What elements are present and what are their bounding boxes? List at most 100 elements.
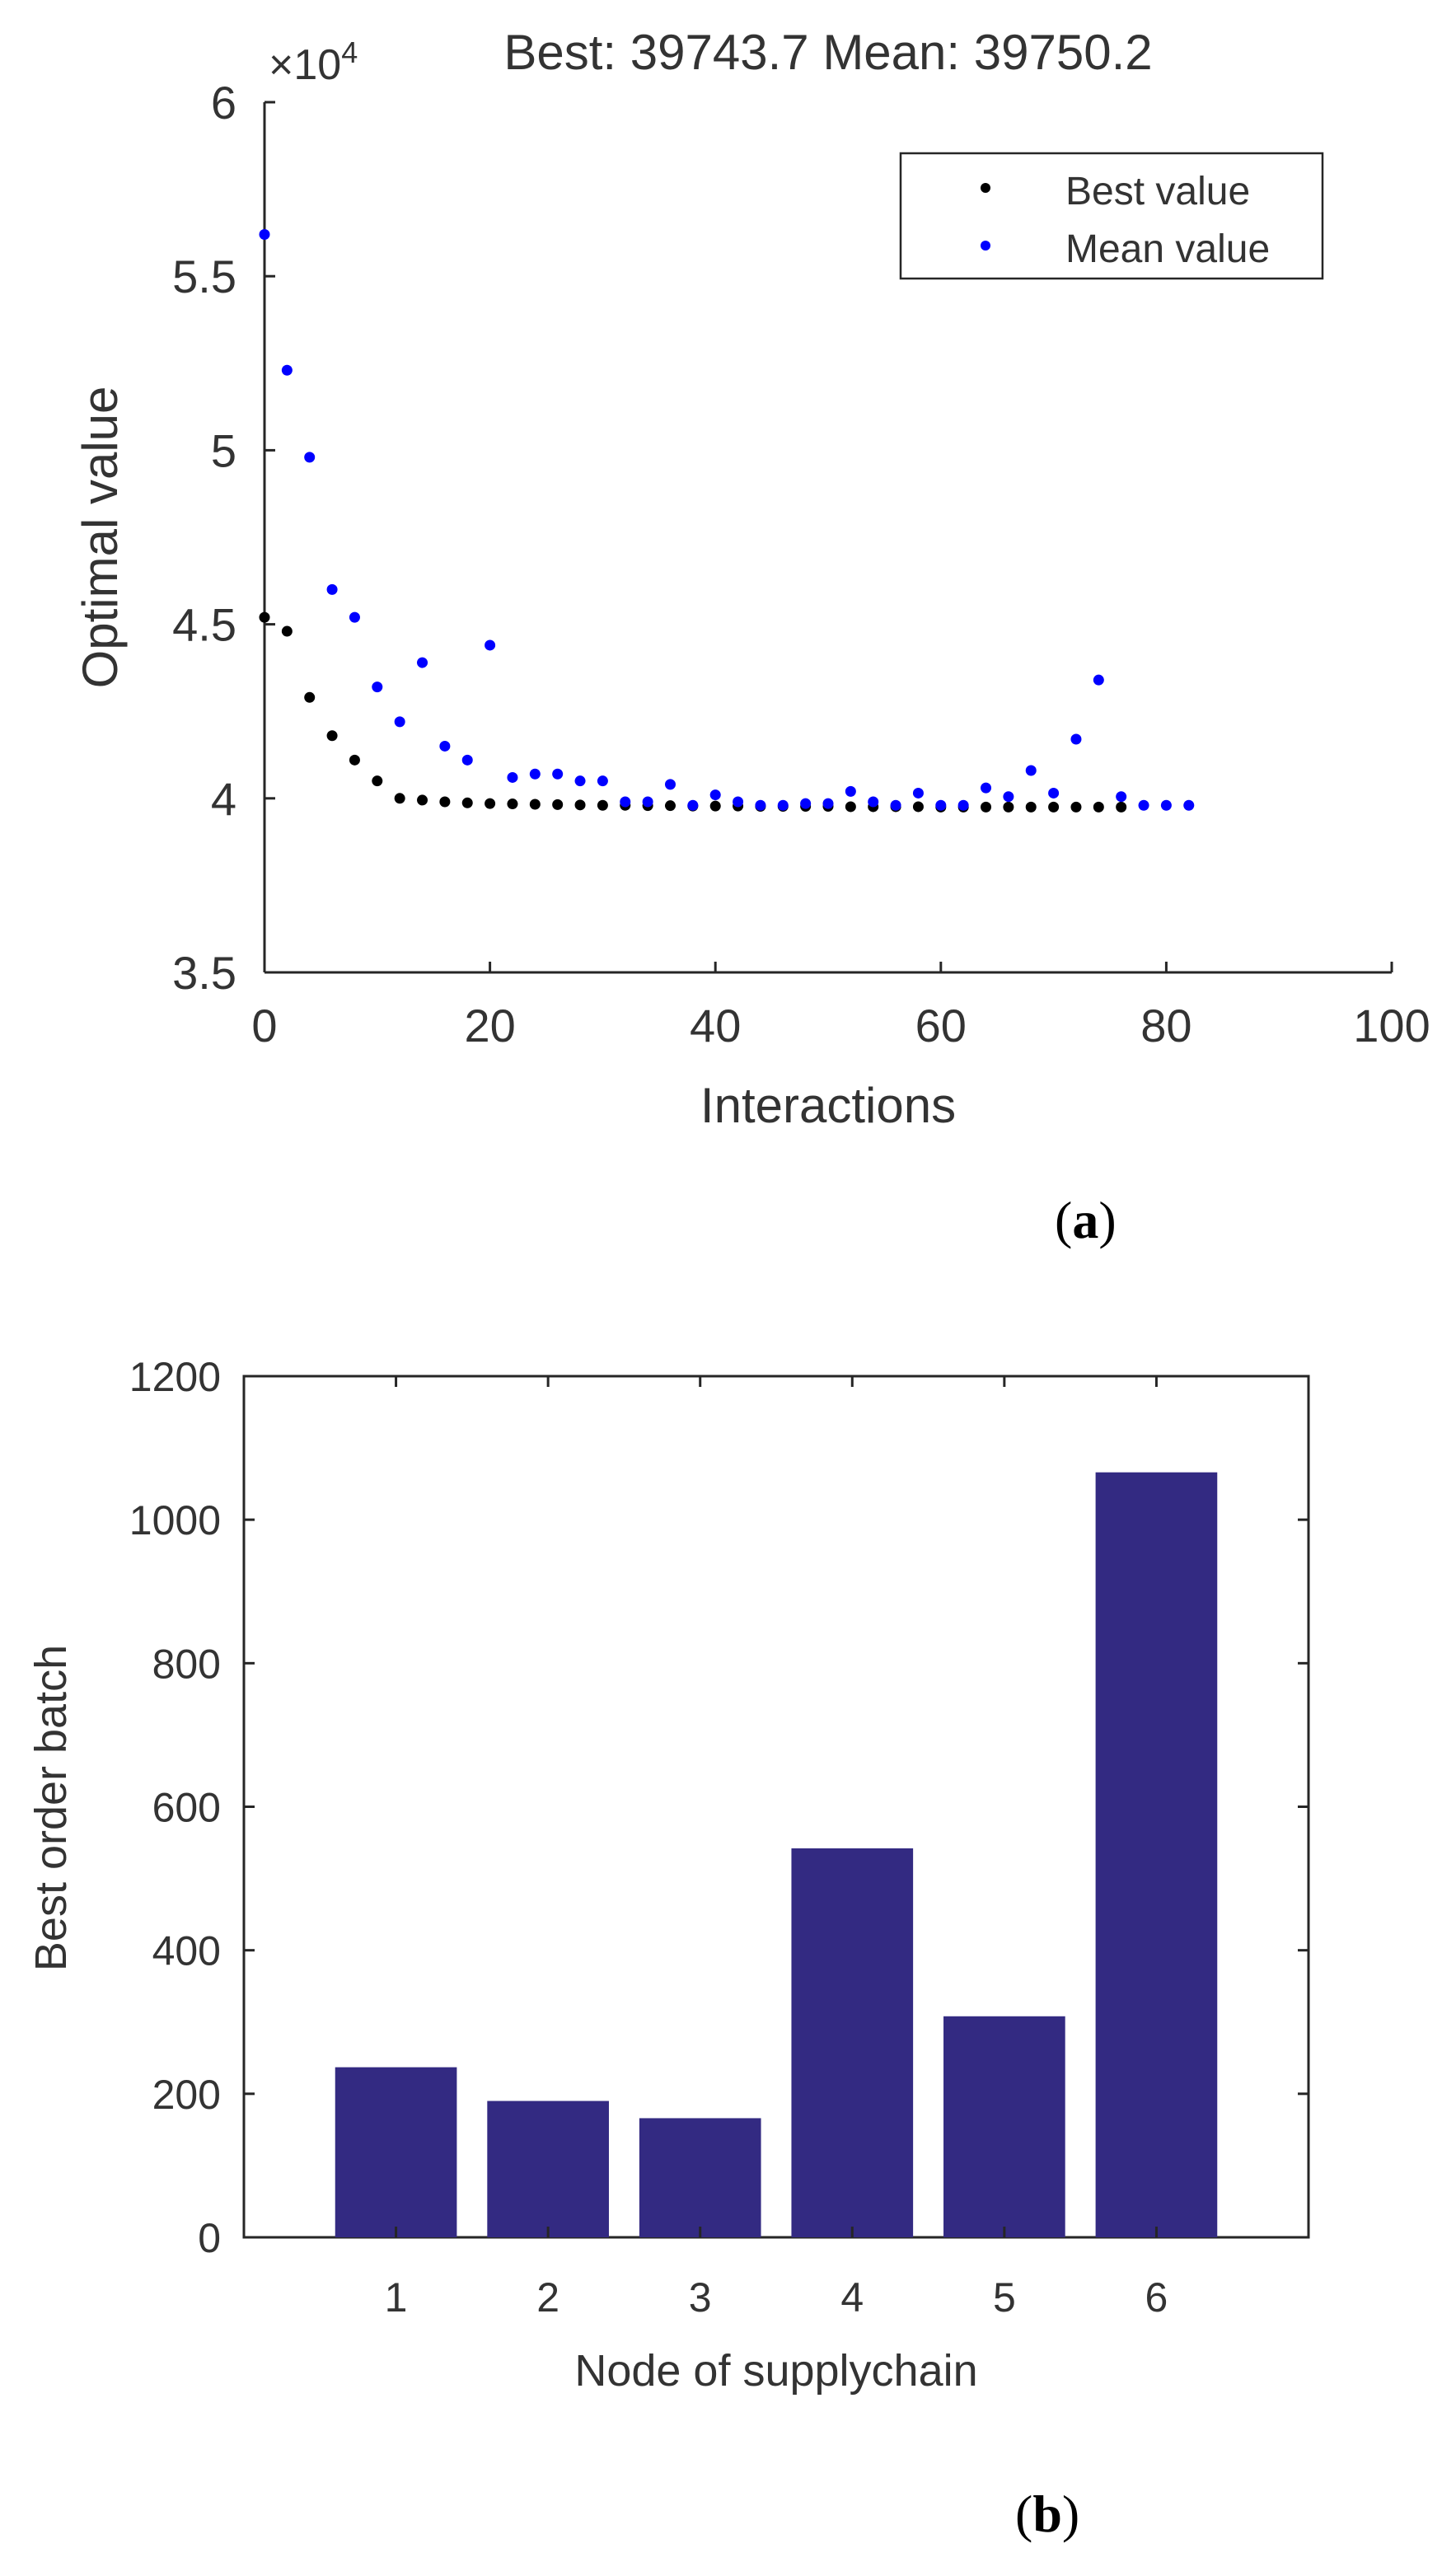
chart-a-title: Best: 39743.7 Mean: 39750.2 bbox=[503, 25, 1152, 80]
panel-label-b: (b) bbox=[1015, 2485, 1079, 2543]
series-mean-value bbox=[259, 229, 1195, 811]
legend-best-label: Best value bbox=[1065, 170, 1250, 213]
best-value-point bbox=[349, 754, 360, 766]
mean-value-point bbox=[890, 799, 901, 811]
chart-a-exponent: ×104 bbox=[269, 35, 358, 89]
bar-node-2 bbox=[487, 2101, 609, 2237]
best-value-point bbox=[664, 800, 676, 812]
x-tick-label: 4 bbox=[840, 2274, 864, 2321]
mean-value-point bbox=[620, 796, 631, 808]
y-tick-label: 3.5 bbox=[172, 947, 236, 999]
mean-value-point bbox=[687, 799, 699, 811]
mean-value-point bbox=[777, 799, 789, 811]
mean-value-point bbox=[664, 779, 676, 790]
best-value-point bbox=[1025, 801, 1037, 813]
mean-value-point bbox=[1183, 799, 1195, 811]
x-tick-label: 1 bbox=[385, 2274, 408, 2321]
legend-mean-label: Mean value bbox=[1065, 227, 1270, 271]
mean-value-point bbox=[1048, 787, 1060, 799]
best-value-point bbox=[417, 794, 428, 806]
mean-value-point bbox=[822, 798, 834, 809]
best-value-point bbox=[304, 691, 316, 703]
bar-node-5 bbox=[943, 2016, 1065, 2237]
best-value-point bbox=[529, 799, 541, 810]
mean-value-point bbox=[1070, 733, 1082, 745]
mean-value-point bbox=[755, 799, 766, 811]
mean-value-point bbox=[868, 796, 879, 808]
chart-a-legend-box bbox=[899, 152, 1324, 280]
mean-value-point bbox=[507, 771, 518, 783]
x-tick-label: 80 bbox=[1140, 1000, 1191, 1051]
mean-value-point bbox=[326, 583, 338, 595]
x-tick-label: 2 bbox=[536, 2274, 559, 2321]
x-tick-label: 100 bbox=[1353, 1000, 1430, 1051]
best-value-point bbox=[485, 798, 496, 809]
mean-value-point bbox=[1160, 799, 1172, 811]
x-tick-label: 3 bbox=[689, 2274, 712, 2321]
y-tick-label: 200 bbox=[152, 2072, 221, 2118]
mean-value-point bbox=[642, 796, 653, 808]
mean-value-point bbox=[1025, 765, 1037, 776]
chart-a-x-axis-label: Interactions bbox=[700, 1078, 956, 1133]
mean-value-point bbox=[281, 364, 293, 376]
mean-value-point bbox=[957, 799, 969, 811]
mean-value-point bbox=[935, 799, 947, 811]
mean-value-point bbox=[552, 768, 564, 780]
best-value-point bbox=[461, 797, 473, 808]
mean-value-point bbox=[439, 740, 451, 752]
chart-b-x-axis-label: Node of supplychain bbox=[574, 2346, 977, 2396]
mean-value-point bbox=[529, 768, 541, 780]
mean-value-point bbox=[597, 775, 608, 787]
best-value-point bbox=[574, 799, 586, 811]
best-value-point bbox=[281, 625, 293, 637]
bar-node-6 bbox=[1095, 1472, 1218, 2237]
x-tick-label: 60 bbox=[915, 1000, 967, 1051]
y-tick-label: 1200 bbox=[129, 1354, 221, 1400]
y-tick-label: 4 bbox=[211, 773, 236, 825]
mean-value-point bbox=[259, 229, 270, 241]
best-value-point bbox=[981, 801, 992, 813]
bar-node-4 bbox=[791, 1848, 914, 2237]
x-tick-label: 5 bbox=[993, 2274, 1016, 2321]
mean-value-point bbox=[1138, 799, 1149, 811]
y-tick-label: 4.5 bbox=[172, 599, 236, 651]
chart-a-optimal-value: 0 20 40 60 80 100 3.5 4 4.5 5 5.5 6 ×104 Best: 397… bbox=[73, 25, 1430, 1249]
mean-value-point bbox=[349, 611, 360, 623]
y-tick-label: 1000 bbox=[129, 1497, 221, 1543]
x-tick-label: 40 bbox=[690, 1000, 741, 1051]
mean-value-point bbox=[912, 787, 924, 799]
best-value-point bbox=[259, 611, 270, 623]
mean-value-point bbox=[417, 657, 428, 668]
x-tick-label: 6 bbox=[1145, 2274, 1168, 2321]
chart-a-legend: Best value Mean value bbox=[899, 152, 1324, 280]
bar-node-1 bbox=[335, 2067, 457, 2237]
mean-value-point bbox=[372, 681, 383, 693]
x-tick-label: 0 bbox=[251, 1000, 277, 1051]
best-value-point bbox=[1116, 801, 1127, 813]
y-tick-label: 400 bbox=[152, 1928, 221, 1974]
mean-value-point bbox=[709, 789, 721, 801]
best-value-point bbox=[597, 799, 608, 811]
y-tick-label: 5 bbox=[211, 424, 236, 476]
best-value-point bbox=[394, 793, 405, 804]
series-best-value bbox=[259, 611, 1127, 813]
mean-value-point bbox=[1093, 674, 1104, 686]
y-tick-label: 5.5 bbox=[172, 251, 236, 302]
panel-label-a: (a) bbox=[1055, 1191, 1117, 1249]
best-value-point bbox=[709, 800, 721, 812]
best-value-point bbox=[372, 775, 383, 787]
mean-value-point bbox=[394, 716, 405, 728]
mean-value-point bbox=[1116, 791, 1127, 803]
best-value-point bbox=[845, 801, 856, 813]
y-tick-label: 0 bbox=[198, 2215, 221, 2261]
chart-b-best-order-batch: 0 200 400 600 800 1000 1200 1 2 3 4 5 6 Node of sup… bbox=[26, 1354, 1310, 2543]
mean-value-point bbox=[981, 782, 992, 794]
best-value-point bbox=[1093, 801, 1104, 813]
bar-node-3 bbox=[639, 2118, 761, 2237]
chart-b-y-axis-label: Best order batch bbox=[26, 1645, 76, 1971]
mean-value-point bbox=[800, 798, 812, 809]
legend-mean-marker bbox=[981, 241, 990, 251]
best-value-point bbox=[326, 730, 338, 742]
mean-value-point bbox=[485, 639, 496, 651]
chart-a-y-axis-label: Optimal value bbox=[73, 386, 128, 689]
